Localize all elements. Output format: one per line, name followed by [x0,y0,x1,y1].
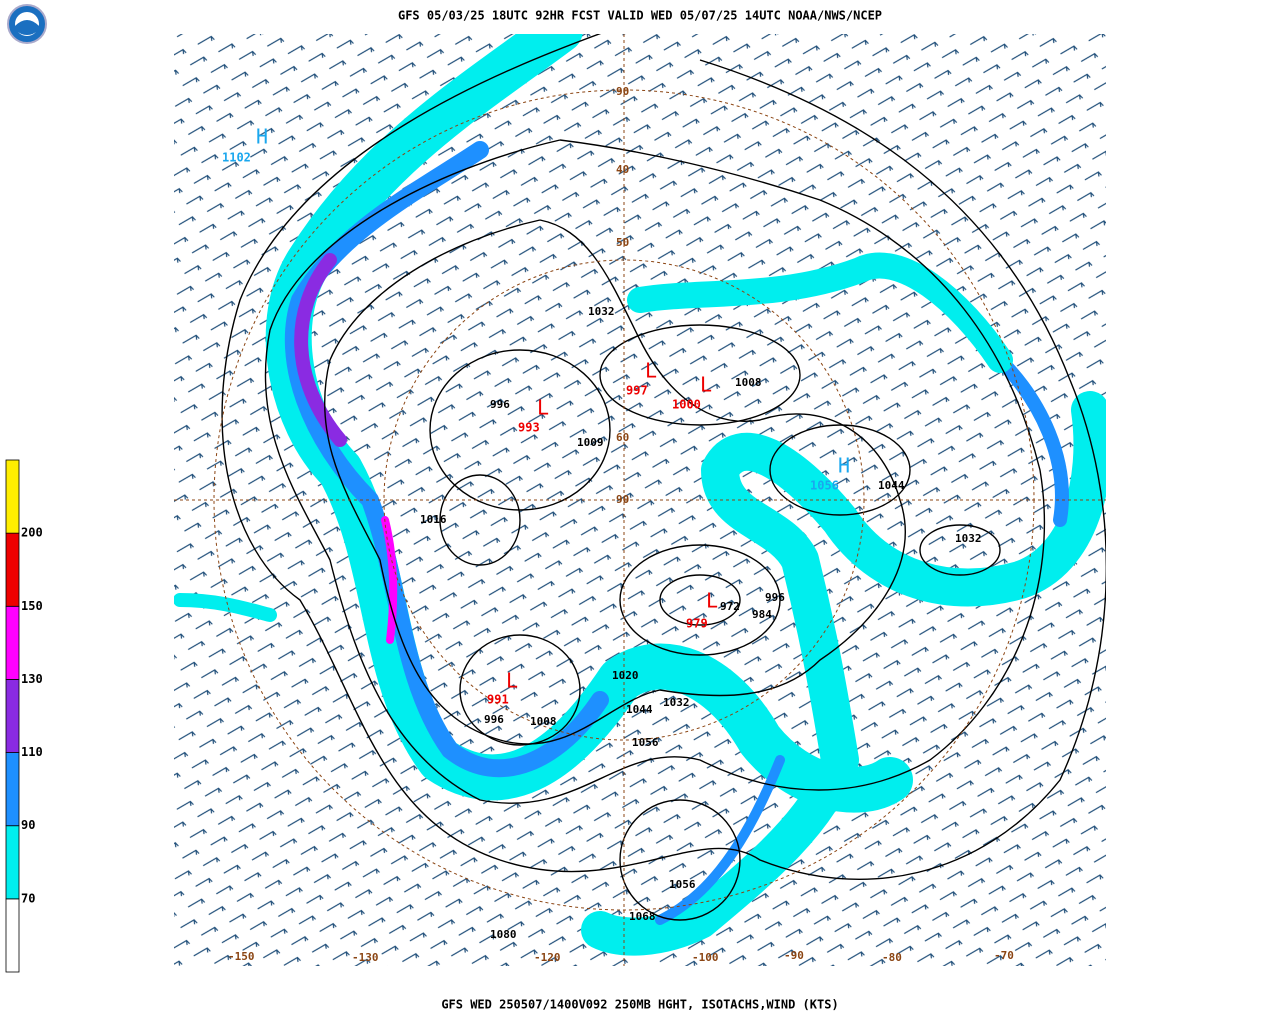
lon-label: -130 [352,951,379,964]
center-value: 979 [686,617,708,631]
center-value: 1102 [222,151,251,165]
contour-label: 1080 [490,928,517,941]
legend-swatch [5,898,20,973]
footer-caption: GFS WED 250507/1400V092 250MB HGHT, ISOT… [441,998,838,1012]
contour-label: 1016 [420,513,447,526]
contour-label: 996 [765,591,785,604]
title: GFS 05/03/25 18UTC 92HR FCST VALID WED 0… [398,9,882,23]
legend-swatch [5,459,20,534]
low-marker: L [506,669,518,693]
lat-label: 40 [616,163,629,176]
lat-label: 50 [616,236,629,249]
high-marker: H [838,454,850,478]
height-contours [221,34,1106,921]
contour-label: 1020 [612,669,639,682]
color-legend: 70 90 110 130 150 200 [5,459,43,973]
legend-swatch [5,825,20,900]
center-value: 1000 [672,398,701,412]
lon-label: -150 [228,950,255,963]
lat-label: 60 [616,431,629,444]
contour-label: 1056 [632,736,659,749]
lat-label: 90 [616,493,629,506]
legend-label: 90 [21,818,35,832]
contour-label: 972 [720,600,740,613]
contour-label: 1032 [955,532,982,545]
graticule [174,34,1106,966]
legend-label: 150 [21,599,43,613]
map [174,34,1106,966]
contour-label: 1008 [735,376,762,389]
high-marker: H [256,125,268,149]
low-marker: L [706,589,718,613]
legend-label: 200 [21,526,43,540]
low-marker: L [537,396,549,420]
center-value: 993 [518,421,540,435]
legend-swatch [5,605,20,680]
contour-label: 1032 [663,696,690,709]
lon-label: -90 [784,949,804,962]
contour-label: 1032 [588,305,615,318]
lon-label: -120 [534,951,561,964]
legend-label: 110 [21,745,43,759]
center-value: 1056 [810,479,839,493]
contour-label: 996 [484,713,504,726]
contour-label: 1044 [878,479,905,492]
center-value: 997 [626,384,648,398]
contour-label: 1009 [577,436,604,449]
contour-label: 1056 [669,878,696,891]
contour-label: 984 [752,608,772,621]
jet-streams [174,34,1106,956]
contour-label: 1068 [629,910,656,923]
contour-label: 1044 [626,703,653,716]
contour-label: 1008 [530,715,557,728]
low-marker: L [645,359,657,383]
legend-swatch [5,532,20,607]
lat-label: 90 [616,85,629,98]
lon-label: -80 [882,951,902,964]
map-labels: H 1102 L 993 L 997 L 1000 H 1056 L 979 L… [222,85,1014,964]
center-value: 991 [487,693,509,707]
legend-swatch [5,752,20,827]
legend-label: 70 [21,891,35,905]
lon-label: -70 [994,949,1014,962]
lon-label: -100 [692,951,719,964]
low-marker: L [700,373,712,397]
legend-label: 130 [21,672,43,686]
contour-label: 996 [490,398,510,411]
noaa-logo [7,4,47,44]
legend-swatch [5,679,20,753]
